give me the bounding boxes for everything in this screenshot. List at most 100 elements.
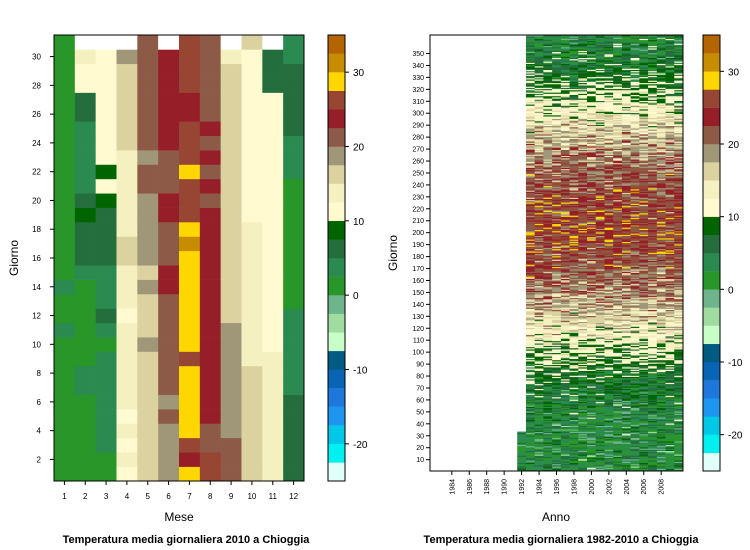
heatmap-cell	[220, 35, 242, 50]
heatmap-cell	[613, 426, 623, 429]
heatmap-cell	[578, 437, 588, 440]
heatmap-cell	[560, 215, 570, 217]
heatmap-cell	[604, 247, 614, 250]
heatmap-cell	[525, 87, 535, 90]
heatmap-cell	[543, 79, 553, 81]
heatmap-cell	[578, 154, 588, 156]
heatmap-cell	[613, 374, 623, 376]
heatmap-cell	[552, 448, 562, 450]
heatmap-cell	[543, 184, 553, 186]
heatmap-cell	[578, 169, 588, 172]
heatmap-cell	[534, 57, 544, 60]
heatmap-cell	[595, 227, 605, 229]
y-tick-label: 26	[32, 110, 41, 119]
heatmap-cell	[560, 263, 570, 265]
heatmap-cell	[543, 277, 553, 279]
heatmap-cell	[534, 300, 544, 302]
heatmap-cell	[534, 199, 544, 202]
heatmap-cell	[199, 121, 221, 137]
heatmap-cell	[604, 254, 614, 257]
heatmap-cell	[560, 346, 570, 349]
heatmap-cell	[595, 252, 605, 254]
heatmap-cell	[560, 426, 570, 429]
heatmap-cell	[525, 49, 535, 51]
heatmap-cell	[613, 203, 623, 205]
heatmap-cell	[543, 86, 553, 88]
heatmap-cell	[578, 190, 588, 192]
heatmap-cell	[552, 279, 562, 282]
heatmap-cell	[604, 337, 614, 339]
heatmap-cell	[560, 395, 570, 398]
heatmap-cell	[54, 308, 76, 324]
heatmap-cell	[630, 447, 640, 449]
heatmap-cell	[54, 380, 76, 395]
heatmap-cell	[543, 136, 553, 139]
heatmap-cell	[569, 436, 579, 438]
heatmap-cell	[595, 38, 605, 41]
heatmap-cell	[578, 272, 588, 275]
heatmap-cell	[604, 263, 614, 265]
heatmap-cell	[552, 285, 562, 288]
heatmap-cell	[543, 132, 553, 135]
heatmap-cell	[604, 167, 614, 170]
heatmap-cell	[552, 394, 562, 397]
heatmap-cell	[525, 363, 535, 365]
heatmap-cell	[534, 35, 544, 37]
heatmap-cell	[54, 279, 76, 295]
heatmap-cell	[578, 211, 588, 214]
heatmap-cell	[543, 212, 553, 215]
heatmap-cell	[578, 339, 588, 342]
heatmap-cell	[199, 92, 221, 108]
heatmap-cell	[525, 427, 535, 430]
heatmap-cell	[587, 171, 597, 173]
heatmap-cell	[525, 441, 535, 443]
heatmap-cell	[613, 436, 623, 438]
heatmap-cell	[569, 443, 579, 446]
heatmap-cell	[534, 123, 544, 125]
heatmap-cell	[241, 150, 263, 165]
heatmap-cell	[543, 462, 553, 465]
heatmap-cell	[560, 75, 570, 78]
heatmap-cell	[604, 301, 614, 303]
heatmap-cell	[560, 430, 570, 432]
heatmap-cell	[552, 218, 562, 221]
heatmap-cell	[560, 83, 570, 86]
heatmap-cell	[534, 411, 544, 413]
heatmap-cell	[525, 168, 535, 171]
heatmap-cell	[587, 368, 597, 370]
heatmap-cell	[587, 230, 597, 233]
heatmap-cell	[621, 172, 631, 174]
heatmap-cell	[95, 437, 117, 453]
heatmap-cell	[604, 35, 614, 37]
heatmap-cell	[525, 284, 535, 287]
heatmap-cell	[525, 343, 535, 345]
heatmap-cell	[543, 74, 553, 76]
heatmap-cell	[630, 433, 640, 436]
heatmap-cell	[543, 62, 553, 64]
heatmap-cell	[552, 78, 562, 80]
heatmap-cell	[517, 451, 527, 454]
heatmap-cell	[595, 60, 605, 62]
heatmap-cell	[560, 112, 570, 115]
heatmap-cell	[630, 465, 640, 467]
heatmap-cell	[587, 343, 597, 345]
heatmap-cell	[621, 368, 631, 370]
heatmap-cell	[613, 212, 623, 215]
heatmap-cell	[587, 63, 597, 66]
heatmap-cell	[587, 83, 597, 86]
heatmap-cell	[137, 466, 159, 482]
heatmap-cell	[552, 465, 562, 467]
colorbar-swatch	[328, 146, 345, 166]
heatmap-cell	[621, 50, 631, 53]
heatmap-cell	[621, 284, 631, 287]
heatmap-cell	[595, 36, 605, 38]
heatmap-cell	[578, 285, 588, 288]
heatmap-cell	[604, 232, 614, 234]
heatmap-cell	[595, 100, 605, 103]
heatmap-cell	[552, 75, 562, 78]
heatmap-cell	[560, 277, 570, 279]
heatmap-cell	[587, 104, 597, 106]
heatmap-cell	[595, 442, 605, 444]
heatmap-cell	[630, 343, 640, 345]
heatmap-cell	[543, 258, 553, 260]
